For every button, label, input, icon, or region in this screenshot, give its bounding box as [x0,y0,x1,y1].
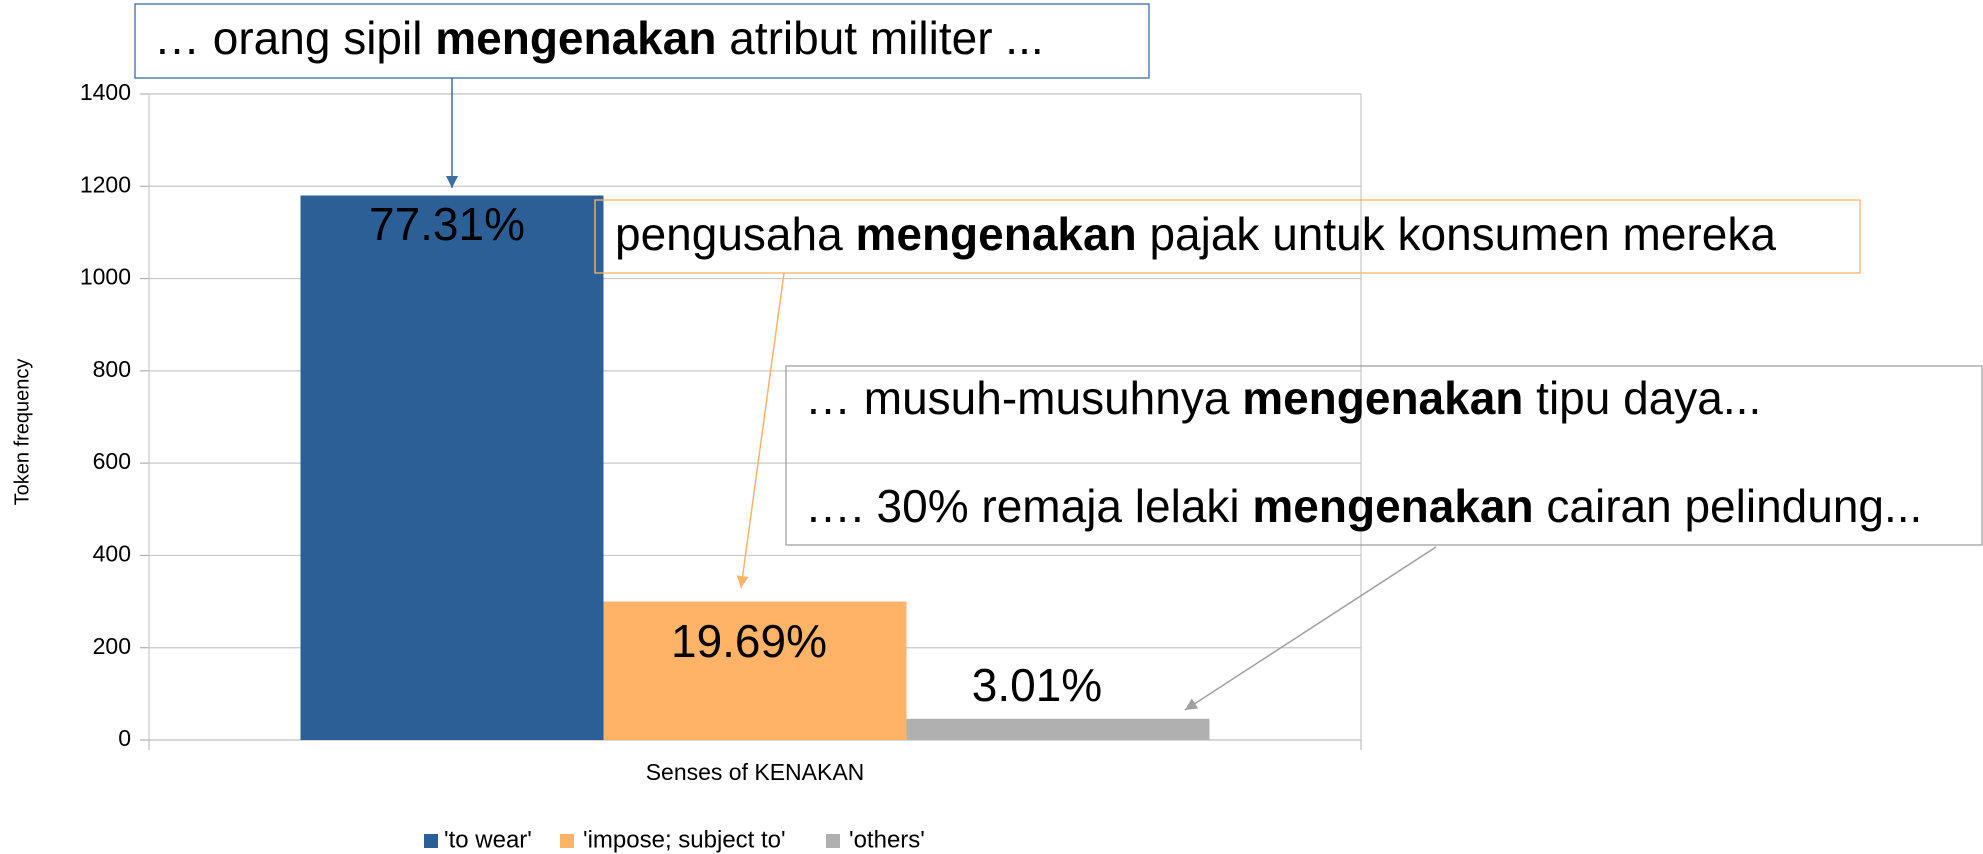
callout-text-part: cairan pelindung... [1534,480,1923,532]
callout-text: …. 30% remaja lelaki mengenakan cairan p… [805,480,1922,532]
callout-text: … musuh-musuhnya mengenakan tipu daya... [805,372,1761,424]
callout-text-part: …. 30% remaja lelaki [805,480,1252,532]
callout-text-part: mengenakan [435,12,716,64]
callout-text-part: mengenakan [855,208,1136,260]
bar-annotation: 19.69% [671,615,827,667]
legend-label: 'others' [849,826,925,853]
callout-box [134,3,1150,79]
callout-text: … orang sipil mengenakan atribut militer… [154,12,1044,64]
callout-text-part: mengenakan [1252,480,1533,532]
legend-label: 'impose; subject to' [583,826,786,853]
legend-swatch [424,834,438,848]
y-axis-label: Token frequency [11,359,33,506]
callout-text-part: atribut militer ... [716,12,1043,64]
y-tick-label: 0 [118,725,131,751]
callout-arrow [1184,546,1437,711]
bar [603,601,907,740]
callout-text-part: pengusaha [615,208,855,260]
x-axis-label: Senses of KENAKAN [646,759,865,785]
callout-arrow [736,272,785,589]
legend-swatch [560,834,574,848]
callout-text-part: … orang sipil [154,12,435,64]
bar-annotation: 3.01% [972,659,1102,711]
y-tick-label: 800 [93,356,131,382]
callout-text: pengusaha mengenakan pajak untuk konsume… [615,208,1776,260]
y-tick-label: 1400 [80,79,131,105]
bar-annotation: 77.31% [369,198,525,250]
bar [300,195,604,740]
y-tick-label: 600 [93,448,131,474]
callout-text-part: … musuh-musuhnya [805,372,1242,424]
y-tick-label: 1200 [80,171,131,197]
callout-box [594,199,1861,274]
y-tick-label: 400 [93,541,131,567]
callout-text-part: mengenakan [1242,372,1523,424]
callout-text-part: pajak untuk konsumen mereka [1137,208,1777,260]
callout-box [785,365,1983,546]
bar [906,718,1210,740]
callout-text-part: tipu daya... [1523,372,1761,424]
y-tick-label: 1000 [80,264,131,290]
legend-label: 'to wear' [444,826,532,853]
legend-swatch [826,834,840,848]
y-tick-label: 200 [93,633,131,659]
